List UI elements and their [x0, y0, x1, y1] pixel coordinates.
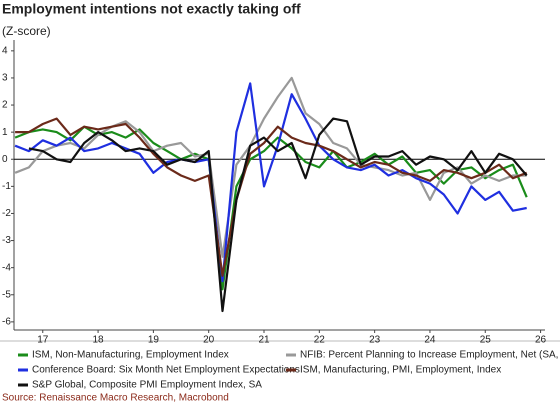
legend-label: Conference Board: Six Month Net Employme…: [32, 365, 300, 376]
source: Source: Renaissance Macro Research, Macr…: [2, 393, 229, 404]
y-tick-label: -3: [2, 235, 11, 246]
y-tick-label: 4: [2, 45, 8, 56]
x-tick-label: 22: [314, 335, 326, 346]
legend-label: S&P Global, Composite PMI Employment Ind…: [32, 380, 262, 391]
y-tick-label: 3: [2, 73, 8, 84]
x-tick-label: 24: [424, 335, 436, 346]
y-tick-label: -4: [2, 262, 11, 273]
x-tick-label: 26: [535, 335, 547, 346]
y-tick-label: 1: [2, 127, 8, 138]
y-tick-label: -1: [2, 181, 11, 192]
y-tick-label: 2: [2, 100, 8, 111]
chart-subtitle: (Z-score): [2, 24, 51, 38]
legend-label: ISM, Non-Manufacturing, Employment Index: [32, 350, 229, 361]
series-line: [14, 82, 527, 283]
legend-label: NFIB: Percent Planning to Increase Emplo…: [300, 350, 560, 361]
x-tick-label: 20: [203, 335, 215, 346]
x-tick-label: 23: [369, 335, 381, 346]
series-line: [15, 117, 528, 277]
y-tick-label: -6: [2, 317, 11, 328]
x-tick-label: 19: [148, 335, 160, 346]
chart-title: Employment intentions not exactly taking…: [2, 1, 301, 17]
legend-label: ISM, Manufacturing, PMI, Employment, Ind…: [300, 365, 501, 376]
x-tick-label: 18: [93, 335, 105, 346]
x-tick-label: 17: [37, 335, 49, 346]
y-tick-label: -2: [2, 208, 11, 219]
series-line: [28, 117, 528, 313]
y-tick-label: -5: [2, 289, 11, 300]
x-tick-label: 21: [258, 335, 270, 346]
series-line: [14, 125, 528, 291]
x-tick-label: 25: [480, 335, 492, 346]
y-tick-label: 0: [2, 154, 8, 165]
